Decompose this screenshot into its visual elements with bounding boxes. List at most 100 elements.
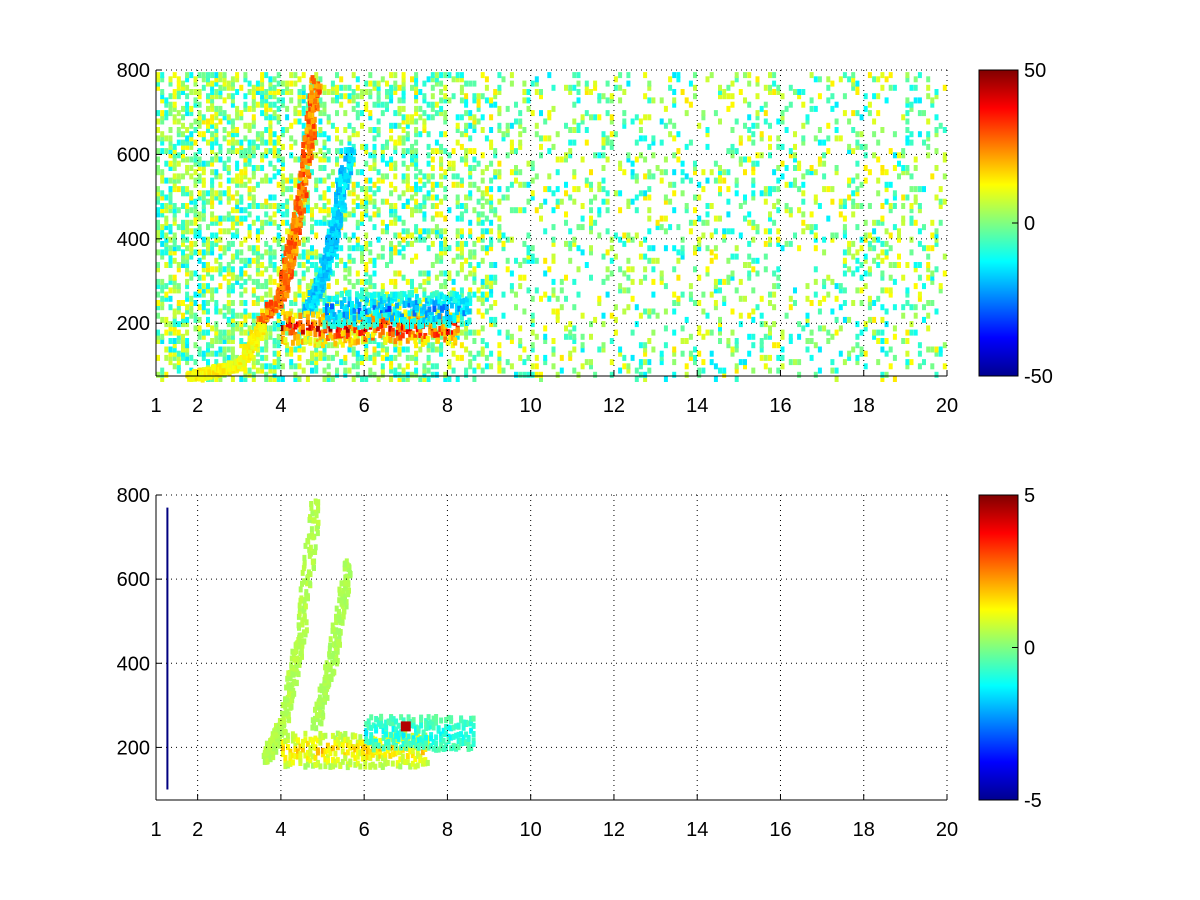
heatmap-cell [160,278,165,285]
heatmap-cell [239,148,244,155]
heatmap-cell [322,219,327,226]
heatmap-cell [780,110,785,117]
heatmap-cell [922,139,926,146]
heatmap-cell [276,293,281,300]
heatmap-cell [439,228,444,235]
heatmap-cell [403,309,408,316]
heatmap-cell [434,211,439,218]
heatmap-cell [380,143,385,150]
heatmap-cell [168,245,173,252]
heatmap-cell [268,363,273,370]
heatmap-cell [164,321,169,328]
heatmap-cell [310,249,314,256]
heatmap-cell [156,118,160,125]
heatmap-cell [609,93,614,100]
heatmap-cell [805,224,810,231]
heatmap-cell [480,194,485,201]
heatmap-cell [185,253,190,260]
heatmap-cell [335,298,339,304]
heatmap-cell [539,295,543,302]
heatmap-cell [243,270,248,277]
heatmap-cell [293,239,298,246]
heatmap-cell [214,131,219,138]
heatmap-cell [285,198,290,205]
heatmap-cell [164,329,169,336]
heatmap-cell [222,329,227,336]
heatmap-cell [318,165,323,171]
heatmap-cell [589,359,593,366]
heatmap-cell [280,131,285,138]
heatmap-cell [680,160,685,167]
heatmap-cell [518,354,523,361]
heatmap-cell [718,287,722,294]
heatmap-cell [287,261,292,268]
heatmap-cell [272,321,277,328]
heatmap-cell [288,316,293,323]
heatmap-cell [264,291,269,298]
heatmap-cell [260,72,265,79]
heatmap-cell [597,181,602,188]
heatmap-cell [713,304,718,311]
heatmap-cell [788,207,793,214]
heatmap-cell [172,143,177,150]
heatmap-cell [747,127,752,133]
heatmap-cell [393,160,398,167]
heatmap-cell [751,165,756,171]
heatmap-cell [189,110,194,117]
heatmap-cell [301,105,306,112]
heatmap-cell [422,110,427,117]
heatmap-cell [863,236,868,243]
heatmap-cell [331,230,336,237]
heatmap-cell [185,236,190,243]
heatmap-cell [368,314,373,320]
heatmap-cell [872,329,877,336]
heatmap-cell [230,257,235,264]
heatmap-cell [763,186,768,193]
heatmap-cell [747,114,752,121]
heatmap-cell [780,354,785,361]
heatmap-cell [230,346,235,353]
heatmap-cell [688,333,693,340]
heatmap-cell [618,287,623,294]
heatmap-cell [822,249,827,256]
heatmap-cell [372,262,377,268]
heatmap-cell [618,367,623,374]
heatmap-cell [892,194,897,201]
heatmap-cell [922,245,926,252]
heatmap-cell [172,274,177,281]
heatmap-cell [909,203,914,209]
heatmap-cell [349,165,353,172]
heatmap-cell [867,169,872,176]
heatmap-cell [326,228,331,235]
heatmap-cell [214,350,219,357]
heatmap-cell [751,257,756,264]
heatmap-cell [530,329,535,336]
heatmap-cell [676,257,681,264]
heatmap-cell [368,89,373,95]
heatmap-cell [414,89,419,95]
heatmap-cell [497,350,502,357]
heatmap-cell [480,346,485,353]
heatmap-cell [314,152,319,159]
heatmap-cell [214,169,219,176]
heatmap-cell [376,131,381,138]
heatmap-cell [809,224,814,231]
heatmap-cell [464,110,469,117]
heatmap-cell [235,114,240,121]
heatmap-cell [235,76,240,83]
heatmap-cell [255,249,260,256]
heatmap-cell [397,363,402,370]
heatmap-cell [464,101,469,108]
heatmap-cell [401,127,406,133]
heatmap-cell [314,102,319,109]
heatmap-cell [360,359,364,366]
heatmap-cell [383,317,388,324]
heatmap-cell [493,173,498,180]
heatmap-cell [172,156,177,163]
heatmap-cell [206,287,210,294]
heatmap-cell [380,173,385,180]
heatmap-cell [709,232,714,239]
heatmap-cell [701,367,706,374]
heatmap-cell [168,338,173,344]
heatmap-cell [888,84,893,91]
